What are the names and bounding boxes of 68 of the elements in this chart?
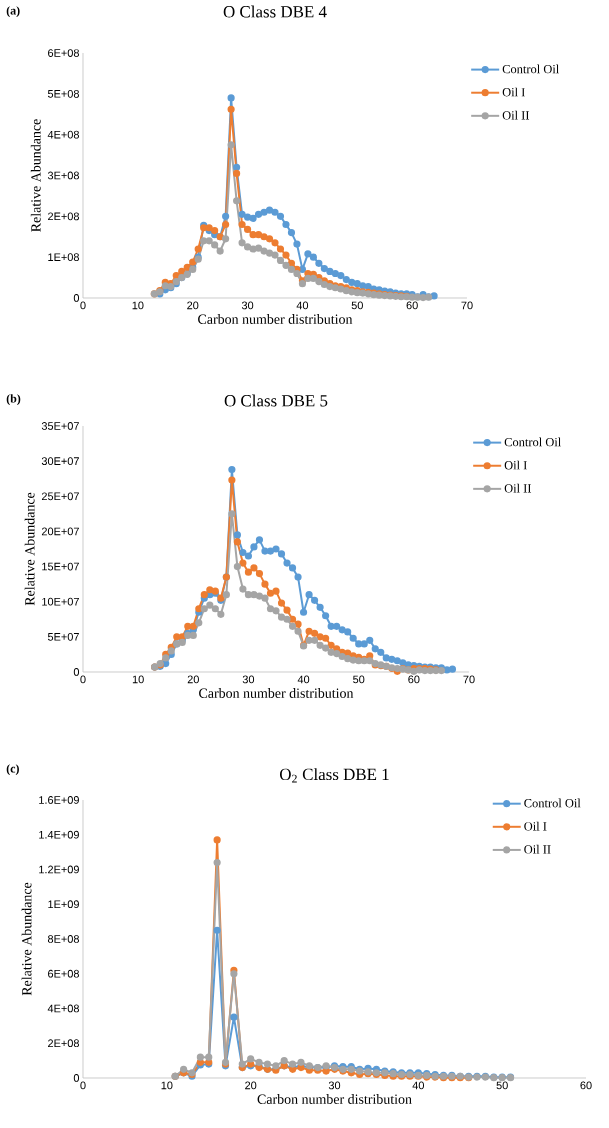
y-tick-label: 4E+08 <box>47 1004 79 1013</box>
x-tick-label: 50 <box>353 675 365 684</box>
x-tick-label: 40 <box>412 1081 424 1090</box>
y-tick-label: 1.4E+09 <box>39 830 79 839</box>
legend-label: Control Oil <box>504 437 561 447</box>
y-tick-label: 30E+07 <box>41 457 79 466</box>
y-tick-label: 0 <box>73 1074 80 1082</box>
y-tick-label: 3E+08 <box>47 171 79 180</box>
y-tick-label: 1.6E+09 <box>39 796 79 804</box>
x-tick-label: 60 <box>580 1081 592 1090</box>
text: (a) <box>6 6 20 18</box>
y-tick-label: 15E+07 <box>42 562 79 571</box>
y-tick-label: 2E+08 <box>48 1039 79 1048</box>
x-axis-title: Carbon number distribution <box>257 1094 412 1104</box>
y-tick-label: 6E+08 <box>48 49 79 57</box>
y-tick-label: 5E+08 <box>47 89 79 98</box>
chart-title: O Class DBE 5 <box>224 394 328 407</box>
y-tick-label: 25E+07 <box>41 492 79 501</box>
x-tick-label: 60 <box>406 301 418 310</box>
chart-title: O$_{2}$ Class DBE 1 <box>279 768 389 783</box>
x-tick-label: 0 <box>80 675 86 684</box>
x-tick-label: 50 <box>496 1081 508 1090</box>
legend-label: Oil I <box>524 821 547 831</box>
x-axis-title: Carbon number distribution <box>198 314 353 324</box>
x-tick-label: 70 <box>461 301 473 310</box>
y-axis-title: Relative Abundance <box>24 492 35 606</box>
legend-label: Control Oil <box>502 64 559 74</box>
x-tick-label: 60 <box>408 675 420 684</box>
text: (c) <box>6 764 19 776</box>
x-tick-label: 40 <box>297 675 310 684</box>
y-tick-label: 0 <box>73 294 80 302</box>
x-tick-label: 10 <box>132 301 144 310</box>
x-axis-title: Carbon number distribution <box>199 688 354 698</box>
y-tick-label: 6E+08 <box>48 969 79 978</box>
y-tick-label: 20E+07 <box>41 527 79 536</box>
y-tick-label: 1E+08 <box>48 253 79 262</box>
x-tick-label: 0 <box>80 1081 86 1090</box>
y-tick-label: 2E+08 <box>48 212 79 221</box>
x-tick-label: 30 <box>242 675 255 684</box>
x-tick-label: 20 <box>187 675 199 684</box>
text: (b) <box>6 394 21 406</box>
x-tick-label: 70 <box>463 675 475 684</box>
chart-title: O Class DBE 4 <box>223 5 327 18</box>
x-tick-label: 10 <box>161 1081 173 1090</box>
x-tick-label: 20 <box>245 1081 257 1090</box>
x-tick-label: 0 <box>80 301 86 310</box>
legend-label: Oil I <box>504 460 527 470</box>
y-axis-title: Relative Abundance <box>21 882 32 996</box>
y-tick-label: 1.2E+09 <box>39 865 79 874</box>
x-tick-label: 10 <box>132 675 144 684</box>
y-tick-label: 0 <box>73 668 80 676</box>
legend-label: Oil II <box>502 110 530 120</box>
y-tick-label: 10E+07 <box>42 597 79 606</box>
legend-label: Control Oil <box>524 798 581 808</box>
legend-label: Oil I <box>502 87 525 97</box>
y-tick-label: 35E+07 <box>41 422 79 430</box>
x-tick-label: 30 <box>328 1081 341 1090</box>
x-tick-label: 30 <box>241 301 254 310</box>
legend-label: Oil II <box>504 483 532 493</box>
x-tick-label: 40 <box>296 301 309 310</box>
x-tick-label: 50 <box>351 301 363 310</box>
y-axis-title: Relative Abundance <box>30 119 41 232</box>
x-tick-label: 20 <box>187 301 199 310</box>
legend-label: Oil II <box>524 844 551 854</box>
y-tick-label: 5E+07 <box>47 632 79 641</box>
y-tick-label: 4E+08 <box>47 130 79 139</box>
y-tick-label: 8E+08 <box>47 935 79 943</box>
y-tick-label: 1E+09 <box>48 900 79 909</box>
